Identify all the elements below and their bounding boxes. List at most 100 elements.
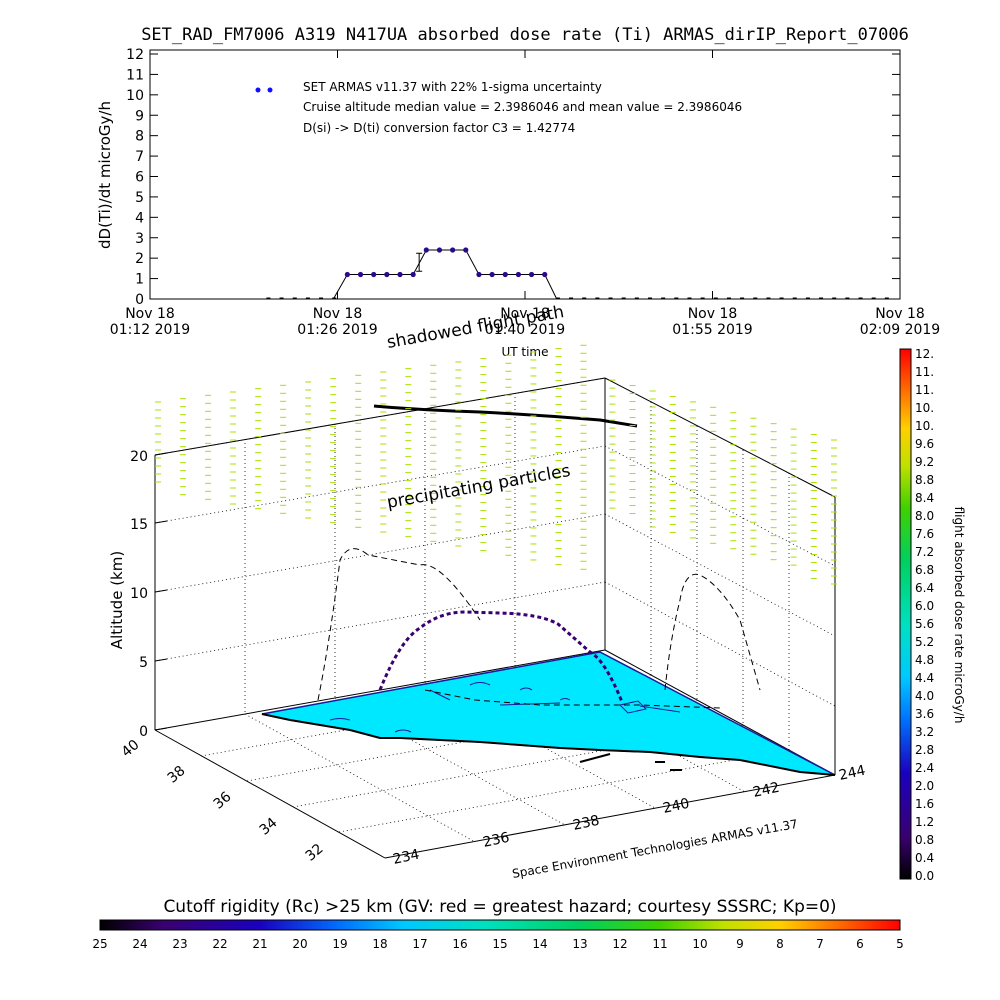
y-tick-label: 2 (135, 251, 144, 267)
series-point (410, 271, 416, 278)
cutoff-tick-label: 16 (452, 937, 467, 951)
legend-marker (267, 87, 273, 93)
x-tick-time: 01:40 2019 (485, 322, 565, 338)
series-point (344, 271, 350, 278)
scene-3d: shadowed flight path precipitating parti… (108, 302, 867, 881)
z-tick-mark (154, 658, 168, 662)
cutoff-tick-label: 19 (332, 937, 347, 951)
dose-rate-tick-label: 7.6 (915, 527, 934, 541)
cutoff-tick-label: 23 (172, 937, 187, 951)
cutoff-tick-label: 11 (652, 937, 667, 951)
x-tick-time: 02:09 2019 (860, 322, 940, 338)
lon-tick-label: 240 (662, 796, 691, 817)
coastline (261, 713, 836, 776)
baseline-marker (819, 297, 824, 300)
baseline-marker (595, 297, 600, 300)
cutoff-tick-label: 15 (492, 937, 507, 951)
precipitating-particles-label: precipitating particles (385, 461, 572, 513)
series-line (332, 249, 558, 300)
cutoff-tick-label: 21 (252, 937, 267, 951)
x-tick-date: Nov 18 (313, 306, 363, 322)
series-point (489, 271, 495, 278)
cutoff-tick-label: 25 (92, 937, 107, 951)
baseline-marker (792, 297, 797, 300)
series-point (528, 271, 535, 278)
lon-tick-label: 238 (572, 813, 601, 834)
baseline-marker (279, 297, 284, 300)
lat-tick-label: 32 (303, 841, 327, 865)
top-y-axis-label: dD(Ti)/dt microGy/h (96, 101, 114, 249)
cutoff-tick-label: 13 (572, 937, 587, 951)
baseline-marker (582, 297, 587, 300)
lat-tick-label: 40 (119, 737, 143, 761)
dose-rate-tick-label: 1.6 (915, 797, 934, 811)
x-tick-time: 01:26 2019 (297, 322, 377, 338)
y-tick-label: 5 (135, 190, 144, 206)
dose-rate-tick-label: 6.8 (915, 563, 934, 577)
baseline-marker (266, 297, 271, 300)
dose-rate-tick-label: 1.2 (915, 815, 934, 829)
z-tick-mark (154, 520, 168, 524)
series-point (515, 271, 522, 278)
baseline-marker (805, 297, 810, 300)
dose-rate-tick-label: 11. (915, 365, 934, 379)
y-tick-label: 11 (126, 67, 144, 83)
z-tick-label: 20 (130, 449, 148, 465)
legend: SET ARMAS v11.37 with 22% 1-sigma uncert… (255, 80, 742, 135)
legend-line-1: SET ARMAS v11.37 with 22% 1-sigma uncert… (303, 80, 602, 94)
baseline-marker (858, 297, 863, 300)
dose-rate-tick-label: 9.6 (915, 437, 934, 451)
cutoff-tick-label: 12 (612, 937, 627, 951)
series-point (423, 247, 429, 253)
dose-rate-colorbar (899, 348, 912, 880)
series-point (542, 271, 548, 278)
y-tick-label: 4 (135, 210, 144, 226)
dose-rate-tick-label: 6.0 (915, 599, 934, 613)
altitude-axis-label: Altitude (km) (108, 551, 126, 649)
cutoff-colorbar-ticks: 25 24 23 22 21 20 19 18 17 16 15 14 13 12 11 10 9 8 7 6 5 (92, 937, 903, 951)
baseline-marker (634, 297, 639, 300)
cutoff-tick-label: 20 (292, 937, 307, 951)
series-point (463, 247, 469, 253)
baseline-marker (779, 297, 784, 300)
cutoff-tick-label: 5 (896, 937, 904, 951)
longitude-axis: 234 236 238 240 242 244 (392, 763, 868, 868)
cutoff-tick-label: 9 (736, 937, 744, 951)
baseline-marker (753, 297, 758, 300)
cutoff-tick-label: 14 (532, 937, 547, 951)
cutoff-tick-label: 24 (132, 937, 147, 951)
x-tick-date: Nov 18 (125, 306, 175, 322)
dose-rate-series (332, 247, 558, 300)
baseline-marker (608, 297, 613, 300)
x-tick-time: 01:12 2019 (110, 322, 190, 338)
baseline-marker (674, 297, 679, 300)
dose-rate-tick-label: 4.8 (915, 653, 934, 667)
dose-rate-tick-label: 2.4 (915, 761, 934, 775)
series-point (450, 247, 456, 253)
cutoff-tick-label: 8 (776, 937, 784, 951)
baseline-marker (555, 297, 560, 300)
y-tick-label: 3 (135, 231, 144, 247)
series-point (357, 271, 364, 278)
lon-tick-label: 236 (482, 830, 512, 851)
dose-rate-tick-label: 8.8 (915, 473, 934, 487)
dose-rate-tick-label: 2.8 (915, 743, 934, 757)
baseline-marker (884, 297, 889, 300)
z-tick-mark (154, 589, 168, 593)
dose-rate-tick-label: 4.4 (915, 671, 934, 685)
baseline-marker (700, 297, 705, 300)
baseline-marker (832, 297, 837, 300)
lat-tick-label: 38 (165, 763, 189, 787)
baseline-marker (569, 297, 574, 300)
y-tick-label: 6 (135, 170, 144, 186)
map-region (261, 651, 836, 776)
z-tick-label: 5 (139, 655, 148, 671)
dose-rate-colorbar-ticks: 0.0 0.4 0.8 1.2 1.6 2.0 2.4 2.8 3.2 3.6 4.0 4.4 4.8 5… (915, 347, 934, 883)
cutoff-colorbar-label: Cutoff rigidity (Rc) >25 km (GV: red = g… (163, 897, 836, 917)
dose-rate-tick-label: 3.6 (915, 707, 934, 721)
z-tick-mark (154, 452, 168, 456)
z-tick-mark (154, 727, 168, 731)
chart-title: SET_RAD_FM7006 A319 N417UA absorbed dose… (141, 25, 909, 45)
